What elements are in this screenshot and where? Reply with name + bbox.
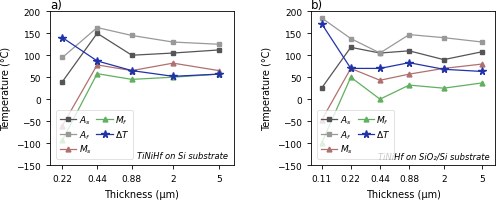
Y-axis label: Temperature (°C): Temperature (°C) bbox=[0, 47, 10, 131]
Text: b): b) bbox=[311, 0, 323, 12]
X-axis label: Thickness (μm): Thickness (μm) bbox=[104, 189, 180, 199]
Text: a): a) bbox=[50, 0, 62, 12]
X-axis label: Thickness (μm): Thickness (μm) bbox=[366, 189, 440, 199]
Y-axis label: Temperature (°C): Temperature (°C) bbox=[262, 47, 272, 131]
Legend: $A_s$, $A_f$, $M_s$, $M_f$, $\Delta T$: $A_s$, $A_f$, $M_s$, $M_f$, $\Delta T$ bbox=[56, 110, 133, 159]
Legend: $A_s$, $A_f$, $M_s$, $M_f$, $\Delta T$: $A_s$, $A_f$, $M_s$, $M_f$, $\Delta T$ bbox=[318, 110, 394, 159]
Text: TiNiHf on SiO₂/Si substrate: TiNiHf on SiO₂/Si substrate bbox=[378, 152, 490, 161]
Text: TiNiHf on Si substrate: TiNiHf on Si substrate bbox=[138, 152, 228, 161]
